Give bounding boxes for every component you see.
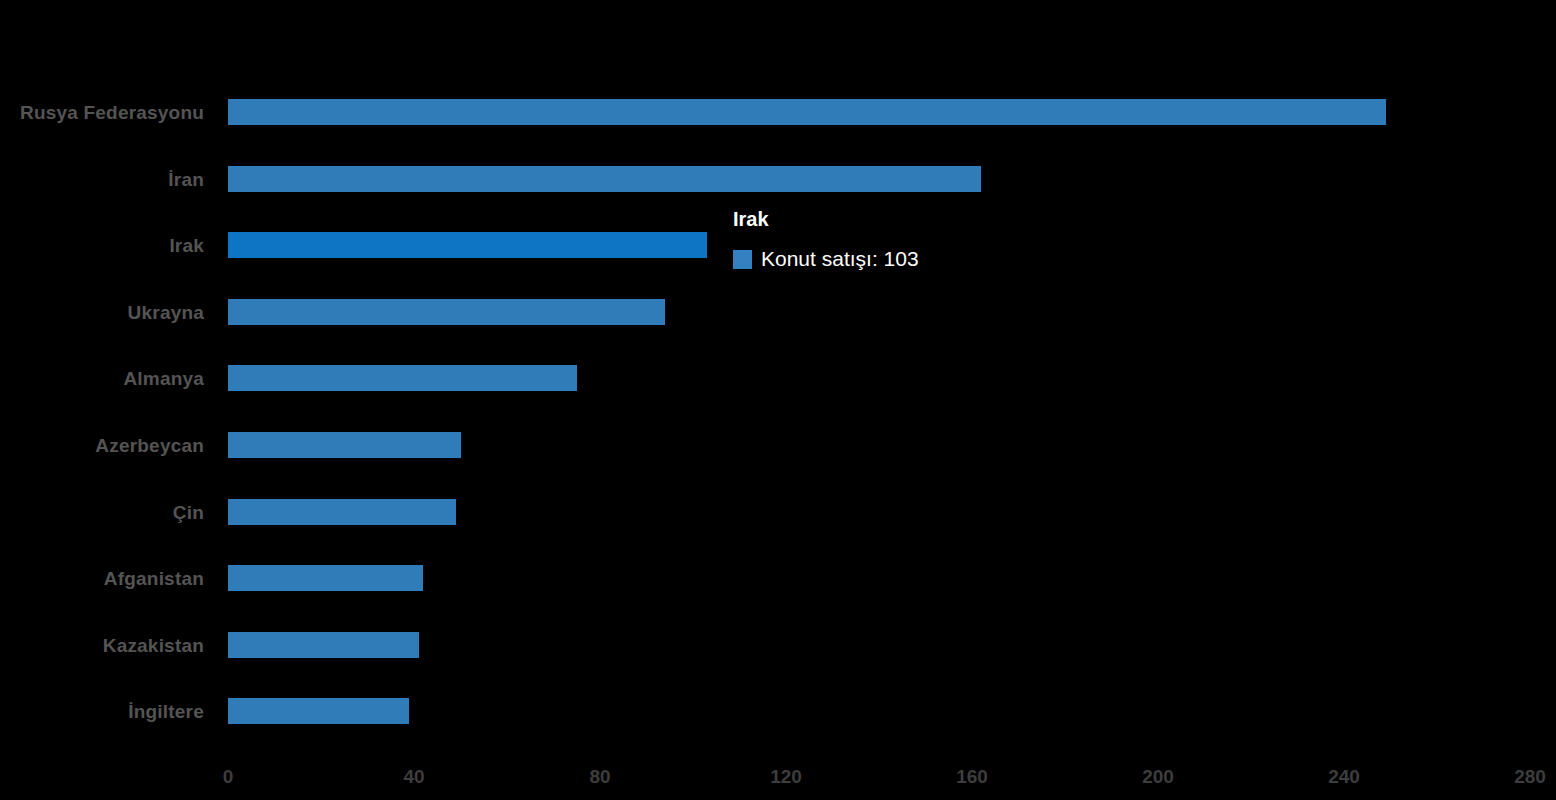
bar[interactable] xyxy=(228,499,456,525)
bar[interactable] xyxy=(228,632,419,658)
category-label: Çin xyxy=(0,479,204,546)
tooltip-series-row: Konut satışı: 103 xyxy=(733,247,919,271)
tooltip: Irak Konut satışı: 103 xyxy=(733,208,919,271)
category-label: Azerbeycan xyxy=(0,412,204,479)
tooltip-value-text: Konut satışı: 103 xyxy=(761,247,919,271)
category-label: Afganistan xyxy=(0,545,204,612)
category-label: İran xyxy=(0,146,204,213)
x-axis: 04080120160200240280 xyxy=(228,763,1530,793)
bar[interactable] xyxy=(228,299,665,325)
x-axis-tick-label: 160 xyxy=(956,763,988,791)
tooltip-title: Irak xyxy=(733,208,919,231)
category-label: Irak xyxy=(0,212,204,279)
plot-area xyxy=(228,79,1530,745)
category-axis: Rusya FederasyonuİranIrakUkraynaAlmanyaA… xyxy=(0,79,204,745)
x-axis-tick-label: 40 xyxy=(403,763,424,791)
bar[interactable] xyxy=(228,698,409,724)
chart-canvas: Rusya FederasyonuİranIrakUkraynaAlmanyaA… xyxy=(0,0,1556,800)
x-axis-tick-label: 240 xyxy=(1328,763,1360,791)
category-label: Ukrayna xyxy=(0,279,204,346)
series-swatch-icon xyxy=(733,250,752,269)
x-axis-tick-label: 200 xyxy=(1142,763,1174,791)
x-axis-tick-label: 80 xyxy=(589,763,610,791)
bar[interactable] xyxy=(228,166,981,192)
bar[interactable] xyxy=(228,99,1386,125)
x-axis-tick-label: 120 xyxy=(770,763,802,791)
bar[interactable] xyxy=(228,232,707,258)
bar[interactable] xyxy=(228,565,423,591)
x-axis-tick-label: 280 xyxy=(1514,763,1546,791)
x-axis-tick-label: 0 xyxy=(223,763,234,791)
category-label: Kazakistan xyxy=(0,612,204,679)
category-label: Rusya Federasyonu xyxy=(0,79,204,146)
bar[interactable] xyxy=(228,365,577,391)
category-label: İngiltere xyxy=(0,678,204,745)
bar[interactable] xyxy=(228,432,461,458)
category-label: Almanya xyxy=(0,345,204,412)
